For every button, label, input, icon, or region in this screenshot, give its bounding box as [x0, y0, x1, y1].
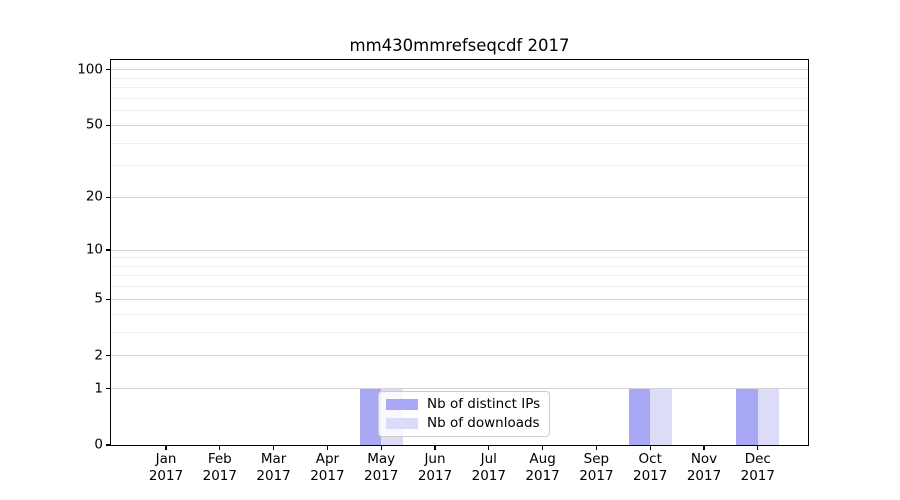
plot-area: 0 1 2 5 10 20 50 100 Jan 2017 Feb 2017 Mar 2017 Apr 201… [77, 59, 809, 484]
x-tick-month: Feb [207, 451, 232, 467]
x-axis-tick [380, 445, 382, 450]
x-tick-year: 2017 [633, 468, 668, 484]
bar-distinct-ips [736, 388, 758, 445]
x-axis-tick-label: Mar 2017 [239, 451, 309, 485]
x-axis-tick [595, 445, 597, 450]
x-tick-year: 2017 [525, 468, 560, 484]
x-axis-tick-label: Feb 2017 [185, 451, 255, 485]
gridline-minor [111, 110, 808, 112]
y-axis-tick [106, 124, 111, 126]
x-axis-tick [649, 445, 651, 450]
x-tick-year: 2017 [686, 468, 722, 484]
gridline-major [111, 298, 808, 300]
x-axis-tick [703, 445, 705, 450]
x-axis-tick [326, 445, 328, 450]
gridline-minor [111, 265, 808, 267]
chart-title: mm430mmrefseqcdf 2017 [349, 36, 570, 55]
x-tick-year: 2017 [471, 468, 506, 484]
x-tick-month: Apr [315, 451, 340, 467]
y-axis-tick [106, 196, 111, 199]
x-axis-tick-label: Apr 2017 [292, 451, 362, 485]
x-axis-tick-label: Jan 2017 [131, 451, 201, 485]
gridline-major [111, 124, 808, 126]
y-axis-tick-label: 1 [94, 379, 103, 396]
gridline-minor [111, 331, 808, 333]
x-axis-tick [273, 445, 275, 450]
gridline-minor [111, 313, 808, 315]
gridline-major [111, 69, 808, 71]
x-tick-month: Mar [260, 451, 287, 467]
x-tick-month: Nov [690, 451, 718, 467]
y-axis-tick [106, 69, 111, 71]
x-axis-tick-label: Aug 2017 [508, 451, 578, 485]
x-axis-tick-label: Dec 2017 [723, 451, 793, 485]
x-axis-tick [165, 445, 167, 450]
y-axis-tick-label: 2 [94, 346, 103, 363]
x-tick-month: Aug [529, 451, 556, 467]
bar-distinct-ips [628, 388, 651, 445]
x-tick-year: 2017 [148, 468, 184, 484]
y-axis-tick-label: 10 [85, 241, 103, 258]
x-tick-month: Jul [480, 451, 497, 467]
y-axis-tick-label: 0 [94, 436, 103, 453]
x-tick-month: Oct [638, 451, 662, 467]
legend-label: Nb of downloads [427, 415, 540, 431]
gridline-minor [111, 257, 808, 259]
bar-distinct-ips [359, 388, 382, 445]
y-axis-tick-label: 5 [94, 290, 103, 307]
gridline-major [111, 249, 808, 251]
y-axis-tick [106, 298, 111, 300]
x-axis-tick [219, 445, 221, 450]
y-axis-tick-label: 20 [85, 188, 103, 205]
legend: Nb of distinct IPs Nb of downloads [378, 391, 550, 437]
legend-swatch [386, 399, 418, 410]
bar-downloads [650, 388, 672, 445]
x-tick-year: 2017 [202, 468, 237, 484]
gridline-major [111, 388, 808, 390]
y-axis-tick [106, 249, 111, 251]
x-axis-tick-label: Nov 2017 [669, 451, 739, 485]
x-axis-tick-label: Jun 2017 [400, 451, 470, 485]
gridline-major [111, 196, 808, 198]
x-tick-month: May [367, 451, 396, 467]
gridline-minor [111, 97, 808, 99]
x-axis-tick [488, 445, 490, 450]
x-tick-month: Sep [583, 451, 610, 467]
gridline-minor [111, 77, 808, 79]
y-axis-tick [106, 355, 111, 357]
x-tick-year: 2017 [310, 468, 345, 484]
x-tick-year: 2017 [364, 468, 399, 484]
x-axis-tick-label: Oct 2017 [615, 451, 685, 485]
y-axis-tick-label: 50 [85, 116, 103, 133]
legend-item: Nb of distinct IPs [386, 397, 541, 412]
x-axis-tick [542, 445, 544, 450]
x-axis-tick-label: Jul 2017 [454, 451, 524, 485]
x-axis-tick [434, 445, 436, 450]
x-tick-year: 2017 [256, 468, 291, 484]
gridline-minor [111, 165, 808, 167]
x-tick-month: Jan [155, 451, 177, 467]
bar-downloads [757, 388, 780, 445]
x-tick-year: 2017 [417, 468, 453, 484]
x-tick-year: 2017 [740, 468, 775, 484]
gridline-minor [111, 275, 808, 277]
x-axis-tick [757, 445, 759, 450]
x-axis-tick-label: May 2017 [346, 451, 416, 485]
x-tick-year: 2017 [579, 468, 614, 484]
y-axis-tick [106, 444, 111, 446]
x-tick-month: Dec [744, 451, 771, 467]
legend-swatch [386, 418, 418, 429]
legend-label: Nb of distinct IPs [427, 396, 541, 412]
gridline-minor [111, 87, 808, 89]
x-tick-month: Jun [424, 451, 446, 467]
legend-item: Nb of downloads [386, 416, 541, 431]
gridline-major [111, 355, 808, 357]
gridline-minor [111, 142, 808, 144]
y-axis-tick-label: 100 [77, 61, 103, 78]
y-axis-tick [106, 388, 111, 390]
gridline-minor [111, 286, 808, 288]
x-axis-tick-label: Sep 2017 [561, 451, 631, 485]
